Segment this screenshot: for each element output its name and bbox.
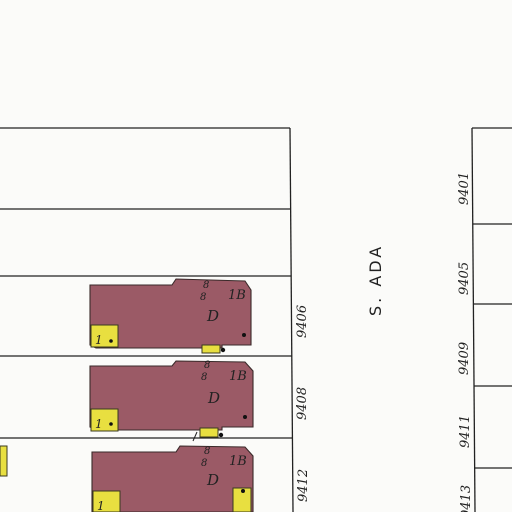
street-name: S. ADA — [366, 244, 385, 316]
house-number: 9408 — [295, 387, 310, 420]
stories-label: 1B — [229, 369, 247, 384]
type-label: D — [206, 307, 219, 325]
shed-label: 1 — [95, 333, 103, 347]
type-label: D — [206, 471, 219, 489]
house-number: 9412 — [296, 469, 311, 502]
house-number: 9413 — [459, 485, 474, 512]
shed-label: 1 — [95, 417, 103, 431]
stories-label: 1B — [229, 454, 247, 469]
house-number: 9409 — [457, 342, 472, 375]
stories-label: 1B — [228, 288, 246, 303]
type-label: D — [207, 389, 220, 407]
house-number: 9405 — [457, 262, 472, 295]
house-number: 9401 — [457, 172, 472, 205]
house-number: 9411 — [458, 415, 473, 448]
shed-label: 1 — [97, 499, 105, 512]
house-number: 9406 — [295, 305, 310, 338]
